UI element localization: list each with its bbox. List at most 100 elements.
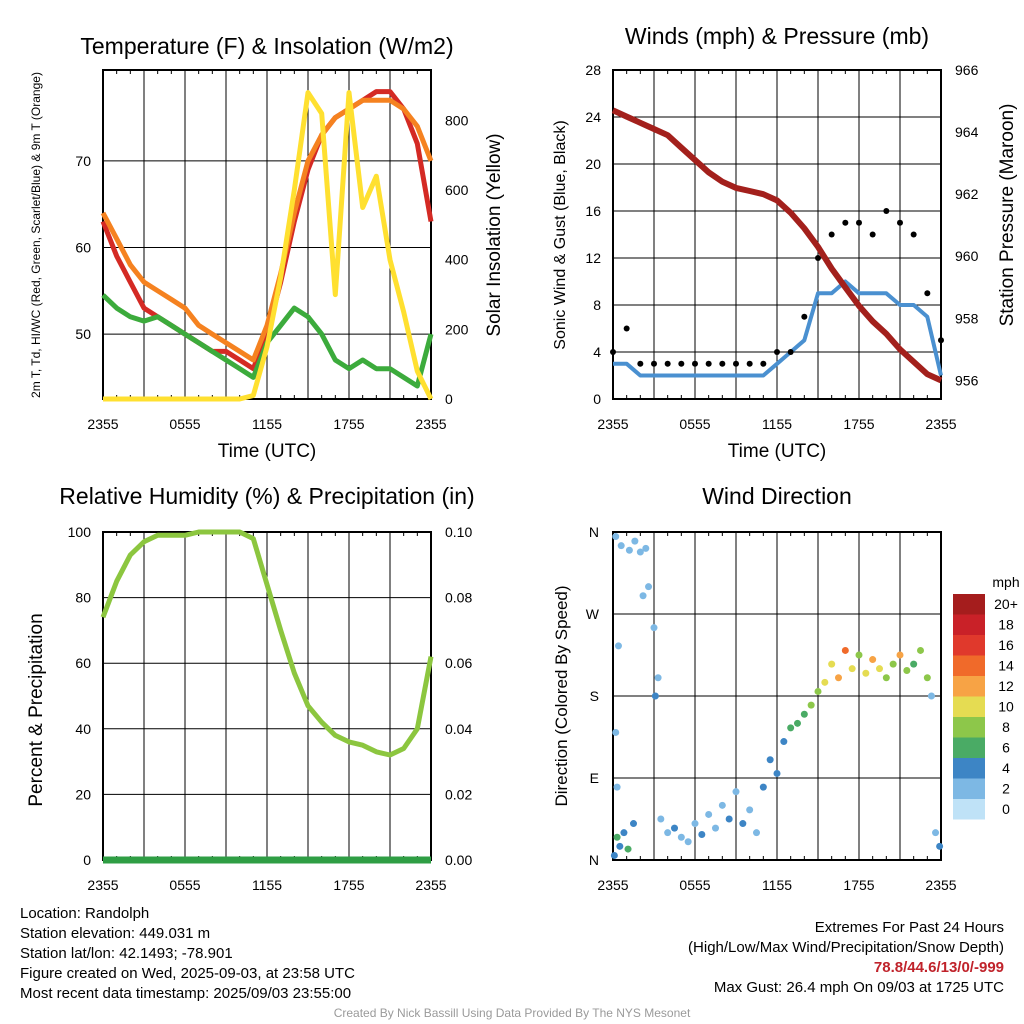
gust-point [760,360,767,367]
direction-point [903,666,911,674]
y-tick-label: S [590,688,599,704]
x-axis-label: Time (UTC) [728,441,827,462]
direction-point [691,820,699,828]
y-tick-label: 70 [75,153,91,169]
x-tick-label: 0555 [169,877,200,893]
x-tick-label: 1155 [252,416,282,432]
direction-point [807,701,815,709]
y2-tick-label: 0.00 [445,852,472,868]
direction-point [698,830,706,838]
y2-tick-label: 800 [445,112,469,128]
x-tick-label: 0555 [679,416,710,432]
x-tick-label: 2355 [925,416,956,432]
y2-tick-label: 0.06 [445,655,472,671]
direction-point [753,829,760,837]
extremes-heading: Extremes For Past 24 Hours [814,919,1004,936]
credit-text: Created By Nick Bassill Using Data Provi… [333,1006,691,1020]
legend-swatch [953,614,985,635]
recent-data-text: Most recent data timestamp: 2025/09/03 2… [20,985,352,1002]
y-tick-label: 80 [75,590,91,606]
winds-series-2 [611,107,943,384]
direction-point [773,769,781,777]
gust-point [637,360,644,367]
direction-point [725,815,733,823]
direction-point [624,845,632,853]
x-tick-label: 2355 [415,877,446,893]
gust-point [610,349,616,355]
direction-point [766,756,774,764]
created-text: Figure created on Wed, 2025-09-03, at 23… [20,965,355,982]
direction-point [645,583,653,591]
gust-point [910,231,917,238]
legend-swatch [953,635,985,656]
gust-point [746,360,753,367]
x-tick-label: 0555 [679,877,710,893]
station-info: Location: Randolph Station elevation: 44… [20,904,355,1004]
extremes-subheading: (High/Low/Max Wind/Precipitation/Snow De… [688,939,1004,956]
direction-point [613,833,621,841]
legend-swatch [953,655,985,676]
x-tick-label: 2355 [597,416,628,432]
y-tick-label: 4 [593,344,601,360]
direction-point [651,692,659,700]
gust-point [938,337,944,344]
direction-point [612,533,620,541]
panel-temperature [102,69,432,400]
y-tick-label: 16 [585,203,601,219]
gust-point [787,349,794,355]
direction-point [794,719,801,727]
direction-point [739,820,747,828]
y-tick-label: 8 [593,297,601,313]
gust-point [883,208,890,214]
y2-tick-label: 0.08 [445,590,472,606]
x-axis-label: Time (UTC) [218,441,317,462]
direction-point [800,710,808,718]
direction-point [642,544,650,552]
gust-point [869,231,876,238]
legend-swatch [953,737,985,758]
legend-title: mph [992,574,1019,590]
y-axis-label: 2m T, Td, HI/WC (Red, Green, Scarlet/Blu… [29,72,43,398]
y2-axis-label: Solar Insolation (Yellow) [484,133,505,336]
x-tick-label: 1155 [252,877,282,893]
direction-point [882,674,890,682]
plot-frame [102,69,432,400]
y2-tick-label: 0.04 [445,721,472,737]
x-tick-label: 2355 [415,416,446,432]
direction-point [927,692,935,700]
chart-title: Relative Humidity (%) & Precipitation (i… [59,483,474,509]
direction-point [654,674,662,682]
gust-point [801,313,808,320]
direction-point [657,815,665,823]
direction-point [732,788,740,796]
direction-point [936,842,944,850]
direction-point [684,838,692,846]
y-tick-label: 20 [585,156,601,172]
chart-title: Temperature (F) & Insolation (W/m2) [80,33,453,59]
direction-point [636,548,644,556]
y-tick-label: N [589,852,599,868]
x-tick-label: 2355 [597,877,628,893]
direction-point [718,801,726,809]
legend-label: 14 [998,658,1014,674]
direction-point [612,728,620,736]
x-tick-label: 1155 [762,877,792,893]
legend-swatch [953,676,985,697]
direction-point [677,833,685,841]
direction-point [855,651,863,659]
y-tick-label: 60 [75,655,91,671]
legend-label: 20+ [994,596,1018,612]
y-tick-label: 50 [75,326,91,342]
y-tick-label: 0 [593,391,601,407]
y2-tick-label: 962 [955,186,979,202]
gust-point [719,360,726,367]
humidity-series-0 [100,529,434,758]
legend-swatch [953,799,985,820]
y-tick-label: 24 [585,109,601,125]
legend-swatch [953,696,985,717]
gust-point [664,360,671,367]
x-tick-label: 2355 [87,416,118,432]
direction-point [828,660,836,668]
gust-point [678,360,685,367]
